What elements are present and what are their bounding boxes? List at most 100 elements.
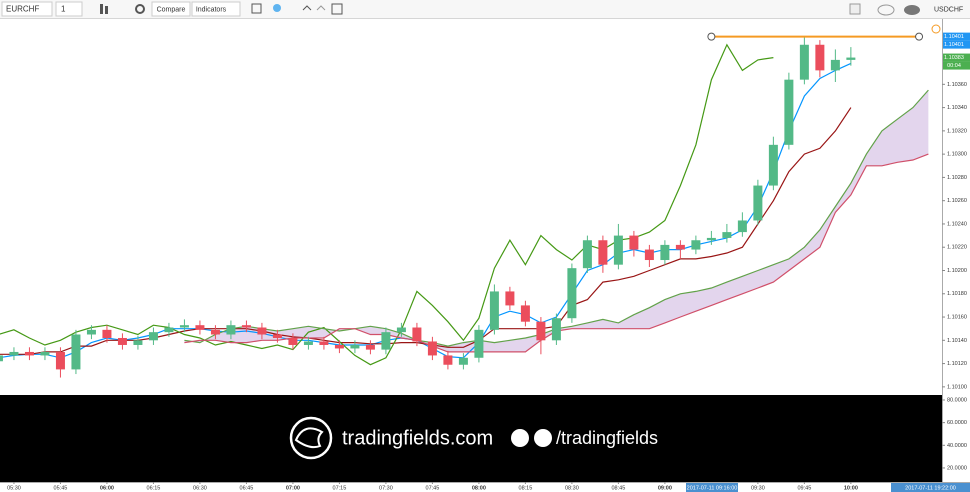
- candle-body: [784, 79, 794, 145]
- y-tick-label: 1.10120: [947, 361, 967, 367]
- toolbar-icons: [100, 3, 920, 16]
- candle-body: [288, 337, 298, 345]
- x-tick-label: 09:45: [797, 485, 811, 491]
- candle-body: [0, 355, 3, 362]
- price-axis: [942, 19, 970, 482]
- candle-body: [520, 305, 530, 322]
- watermark-site: tradingfields.com: [342, 427, 493, 449]
- watermark-panel: [0, 395, 942, 482]
- alert-icon[interactable]: [931, 24, 941, 34]
- fullscreen-icon[interactable]: [331, 3, 343, 15]
- candle-body: [24, 351, 34, 356]
- price-label-box: [943, 40, 970, 49]
- price-label: 1.10383: [944, 55, 964, 61]
- candle-body: [226, 325, 236, 335]
- candle-body: [55, 351, 65, 370]
- x-tick-label: 06:45: [240, 485, 254, 491]
- candle-icon[interactable]: [100, 4, 103, 14]
- candle-body: [102, 329, 112, 338]
- candle-body: [179, 325, 189, 328]
- time-label-box: [891, 483, 970, 492]
- candle-body: [706, 237, 716, 241]
- interval-box[interactable]: [55, 1, 83, 17]
- candle-body: [489, 291, 499, 330]
- candle-body: [195, 325, 205, 330]
- symbol2[interactable]: USDCHF: [934, 6, 963, 13]
- candle-body: [644, 249, 654, 261]
- candle-body: [722, 232, 732, 238]
- watermark-handle: /tradingfields: [556, 428, 658, 448]
- indicators-label[interactable]: Indicators: [196, 6, 227, 13]
- panel-y-tick-label: 20.0000: [947, 465, 967, 471]
- y-tick-label: 1.10300: [947, 152, 967, 158]
- price-label-box: [943, 32, 970, 41]
- candle-body: [303, 341, 313, 345]
- layout-icon[interactable]: [849, 3, 861, 15]
- redo-icon[interactable]: [316, 5, 326, 11]
- time-label: 2017-07-11 09:16:00: [687, 485, 738, 491]
- indicators-button[interactable]: [191, 1, 241, 17]
- candle-body: [598, 240, 608, 265]
- candle-body: [768, 144, 778, 186]
- logo-mark: [294, 427, 324, 449]
- x-tick-label: 07:30: [379, 485, 393, 491]
- candle-body: [396, 327, 406, 333]
- candle-body: [427, 341, 437, 356]
- candle-body: [148, 332, 158, 341]
- candle-body: [257, 327, 267, 335]
- panel-y-tick-label: 60.0000: [947, 420, 967, 426]
- candle-body: [164, 327, 174, 333]
- price-label-box: [943, 53, 970, 62]
- price-label-box: [943, 61, 970, 70]
- indicator-line: [0, 62, 852, 359]
- candle-body: [474, 329, 484, 358]
- gplus-icon: [534, 429, 552, 447]
- candle-body: [660, 244, 670, 261]
- symbol[interactable]: EURCHF: [6, 5, 39, 14]
- undo-icon[interactable]: [302, 5, 312, 11]
- x-tick-label: 06:00: [100, 485, 114, 491]
- compare-label[interactable]: Compare: [157, 6, 186, 13]
- candle-body: [40, 351, 50, 356]
- x-tick-label: 07:45: [426, 485, 440, 491]
- candle-body: [753, 185, 763, 221]
- y-tick-label: 1.10140: [947, 338, 967, 344]
- settings-icon[interactable]: [135, 4, 145, 14]
- candle-body: [9, 351, 19, 356]
- price-label: 1.10401: [944, 42, 964, 48]
- x-tick-label: 05:30: [7, 485, 21, 491]
- interval[interactable]: 1: [61, 5, 66, 14]
- draw-icon[interactable]: [251, 3, 262, 14]
- symbol-box[interactable]: [1, 1, 53, 17]
- indicator-line: [0, 107, 852, 355]
- y-tick-label: 1.10160: [947, 314, 967, 320]
- y-tick-label: 1.10180: [947, 291, 967, 297]
- y-tick-label: 1.10220: [947, 245, 967, 251]
- twitter-icon: [511, 429, 529, 447]
- cloud-save-icon[interactable]: [904, 5, 920, 15]
- time-label: 2017-07-11 19:22:00: [905, 485, 956, 491]
- y-tick-label: 1.10200: [947, 268, 967, 274]
- candle-icon[interactable]: [105, 6, 108, 14]
- candle-body: [613, 235, 623, 265]
- candle-body: [350, 344, 360, 349]
- candle-body: [86, 329, 96, 335]
- x-tick-label: 06:15: [147, 485, 161, 491]
- x-tick-label: 10:00: [844, 485, 858, 491]
- x-tick-label: 06:30: [193, 485, 207, 491]
- x-tick-label: 05:45: [54, 485, 68, 491]
- candle-body: [133, 340, 143, 345]
- candle-body: [272, 334, 282, 338]
- candle-body: [505, 291, 515, 306]
- candle-body: [799, 44, 809, 80]
- candle-body: [846, 57, 856, 60]
- candle-body: [629, 235, 639, 250]
- cloud-icon[interactable]: [877, 4, 895, 16]
- candle-body: [691, 240, 701, 250]
- price-label: 00:04: [947, 63, 961, 69]
- compare-button[interactable]: [151, 1, 191, 17]
- x-tick-label: 07:15: [333, 485, 347, 491]
- idea-icon[interactable]: [273, 4, 281, 12]
